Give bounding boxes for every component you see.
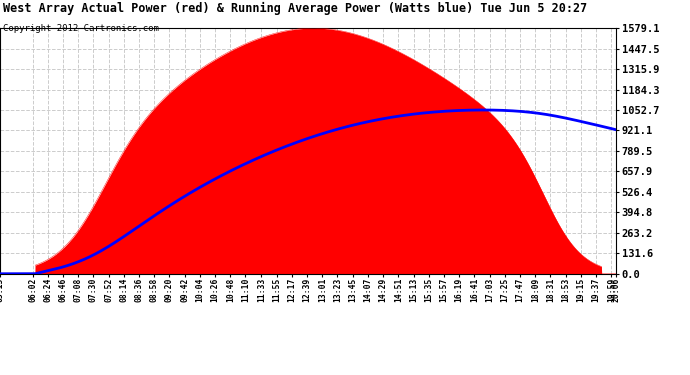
Text: West Array Actual Power (red) & Running Average Power (Watts blue) Tue Jun 5 20:: West Array Actual Power (red) & Running … [3, 2, 588, 15]
Text: Copyright 2012 Cartronics.com: Copyright 2012 Cartronics.com [3, 24, 159, 33]
